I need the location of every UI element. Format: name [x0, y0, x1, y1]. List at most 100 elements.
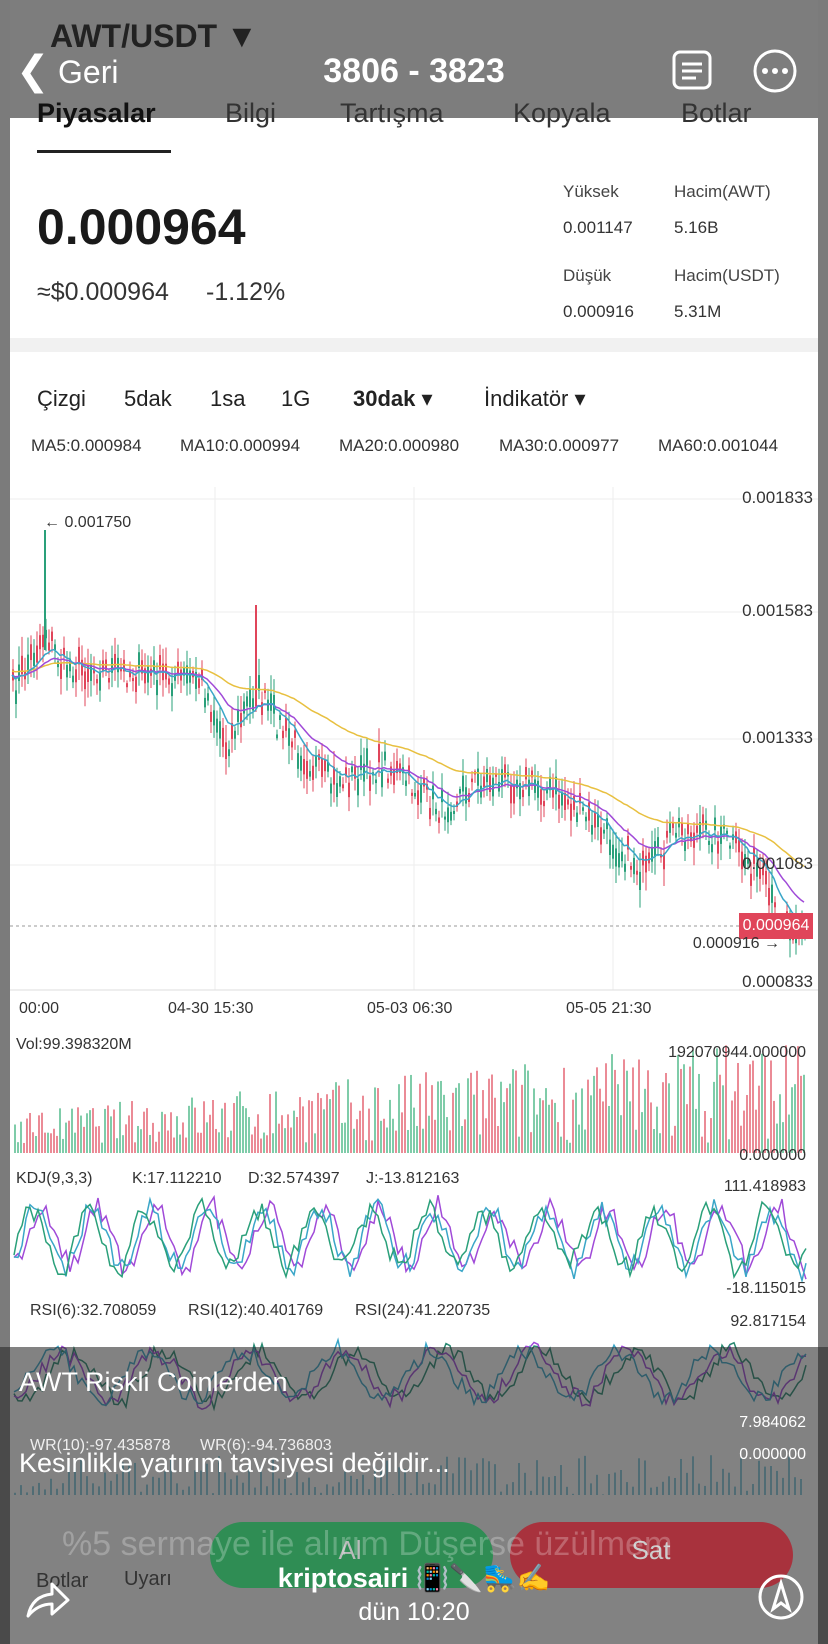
candle	[264, 688, 266, 693]
price-axis-label: 0.001083	[742, 854, 813, 873]
volume-bar	[788, 1114, 790, 1153]
volume-bar	[635, 1129, 637, 1153]
volume-bar	[227, 1137, 229, 1153]
candle	[432, 785, 434, 800]
volume-bar	[632, 1067, 634, 1153]
candle	[609, 839, 611, 855]
volume-bar	[500, 1081, 502, 1153]
volume-bar	[314, 1133, 316, 1153]
candle	[549, 776, 551, 791]
back-icon[interactable]: ❮	[16, 49, 50, 93]
price-axis-label: 0.001833	[742, 488, 813, 507]
tab[interactable]: Tartışma	[340, 98, 444, 128]
volume-bar	[146, 1108, 148, 1153]
bots-label[interactable]: Botlar	[36, 1570, 89, 1592]
volume-bar	[758, 1085, 760, 1153]
volume-bar	[200, 1132, 202, 1153]
candle	[126, 683, 128, 688]
volume-bar	[608, 1105, 610, 1153]
more-icon[interactable]	[752, 48, 798, 94]
interval[interactable]: Çizgi	[37, 386, 86, 411]
tab[interactable]: Botlar	[681, 98, 752, 128]
volume-bar	[782, 1122, 784, 1153]
volume-bar	[293, 1110, 295, 1153]
list-icon[interactable]	[670, 48, 714, 92]
time-axis-label: 05-05 21:30	[566, 1000, 652, 1017]
candle	[147, 666, 149, 683]
candle	[138, 652, 140, 668]
volume-bar	[170, 1112, 172, 1153]
candle	[561, 792, 563, 806]
volume-bar	[515, 1070, 517, 1153]
volume-bar	[215, 1128, 217, 1153]
alert-label[interactable]: Uyarı	[124, 1568, 172, 1590]
share-icon[interactable]	[22, 1578, 72, 1622]
volume-bar	[641, 1112, 643, 1153]
kdj-label: KDJ(9,3,3)	[16, 1170, 93, 1187]
volume-bar	[236, 1096, 238, 1153]
tab[interactable]: Bilgi	[225, 98, 277, 128]
kdj-j: J:-13.812163	[366, 1170, 460, 1187]
volume-bar	[377, 1088, 379, 1153]
volume-bar	[428, 1115, 430, 1153]
candle	[705, 820, 707, 830]
current-price-tag: 0.000964	[739, 913, 813, 939]
interval[interactable]: 30dak ▾	[353, 386, 433, 411]
volume-bar	[320, 1098, 322, 1153]
tab[interactable]: Kopyala	[513, 98, 611, 128]
interval[interactable]: 1sa	[210, 386, 246, 411]
volume-bar	[359, 1110, 361, 1153]
volume-bar	[629, 1101, 631, 1153]
volume-bar	[107, 1105, 109, 1153]
story-top-dim	[10, 0, 818, 118]
candle	[81, 659, 83, 676]
volume-bar	[332, 1089, 334, 1153]
buy-button[interactable]	[210, 1522, 493, 1588]
candle	[243, 701, 245, 714]
buy-label[interactable]: Al	[338, 1535, 362, 1565]
candle	[741, 851, 743, 870]
tab[interactable]: Piyasalar	[37, 98, 156, 128]
volume-bar	[431, 1085, 433, 1153]
wr-max: 0.000000	[739, 1446, 806, 1463]
candle	[345, 767, 347, 777]
sell-button[interactable]	[510, 1522, 793, 1588]
volume-bar	[380, 1120, 382, 1153]
volume-bar	[770, 1060, 772, 1153]
rsi-max: 92.817154	[730, 1313, 806, 1330]
volume-bar	[671, 1135, 673, 1153]
volume-bar	[665, 1072, 667, 1153]
candle	[738, 840, 740, 853]
candle	[405, 780, 407, 787]
overlay-text: %5 sermaye ile alırım Düşerse üzülmem	[62, 1525, 673, 1563]
candle	[51, 631, 53, 641]
interval[interactable]: 1G	[281, 386, 311, 411]
candle	[726, 830, 728, 834]
candle	[252, 698, 254, 711]
volume-bar	[344, 1122, 346, 1153]
time-axis-label: 04-30 15:30	[168, 1000, 254, 1017]
candle	[195, 671, 197, 689]
candle	[417, 790, 419, 805]
volume-bar	[368, 1108, 370, 1153]
stat-label: Yüksek	[563, 182, 619, 201]
interval[interactable]: 5dak	[124, 386, 172, 411]
sell-label[interactable]: Sat	[631, 1535, 671, 1565]
candle	[768, 887, 770, 906]
back[interactable]: Geri	[58, 54, 119, 90]
volume-bar	[488, 1078, 490, 1153]
volume-bar	[602, 1101, 604, 1153]
volume-bar	[482, 1090, 484, 1153]
volume-bar	[455, 1087, 457, 1153]
stat-label: Hacim(AWT)	[674, 182, 771, 201]
stat-label: Hacim(USDT)	[674, 266, 780, 285]
volume-bar	[50, 1133, 52, 1153]
candle	[90, 664, 92, 681]
candle	[369, 775, 371, 791]
pair[interactable]: AWT/USDT ▼	[50, 18, 258, 54]
candle	[207, 693, 209, 701]
compass-icon[interactable]	[757, 1573, 805, 1621]
interval[interactable]: İndikatör ▾	[484, 386, 586, 411]
username[interactable]: kriptosairi 📳🔪🛼✍️	[277, 1563, 551, 1593]
candle	[771, 884, 773, 903]
